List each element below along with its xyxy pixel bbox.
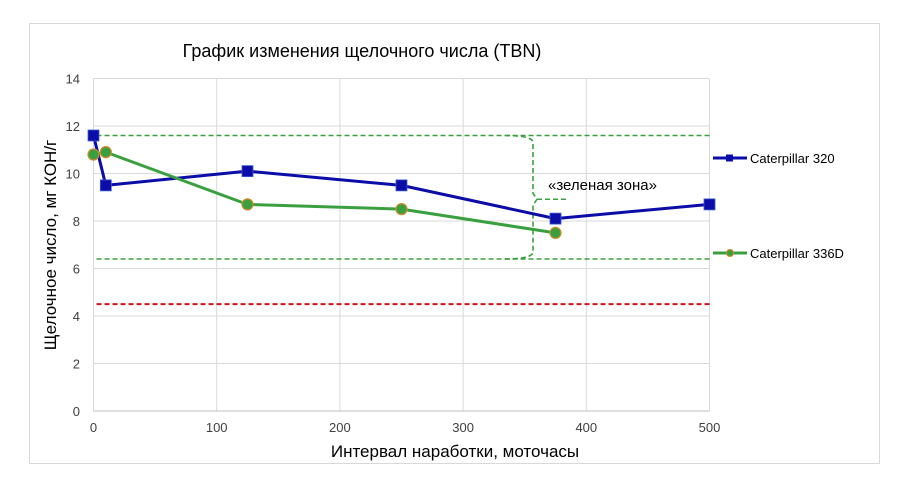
data-point-circle-marker [395, 203, 408, 216]
green-zone-label: «зеленая зона» [548, 177, 657, 194]
data-point-square-marker [241, 165, 254, 178]
x-tick-label: 100 [206, 420, 228, 435]
data-series [87, 129, 716, 239]
green-zone-bracket [504, 134, 568, 260]
y-axis-ticks: 0 2 4 6 8 10 12 14 [66, 72, 80, 420]
chart-frame [29, 23, 880, 464]
y-axis-title: Щелочное число, мг КОН/г [41, 140, 60, 351]
reference-lines [96, 134, 710, 306]
data-point-circle-marker [87, 148, 100, 161]
chart-title: График изменения щелочного числа (TBN) [183, 41, 542, 61]
y-tick-label: 4 [73, 309, 80, 324]
x-tick-label: 200 [329, 420, 351, 435]
data-point-square-marker [87, 129, 100, 142]
data-point-square-marker [703, 198, 716, 211]
y-tick-label: 2 [73, 357, 80, 372]
x-tick-label: 400 [575, 420, 597, 435]
y-tick-label: 10 [66, 167, 80, 182]
x-tick-label: 300 [452, 420, 474, 435]
y-tick-label: 0 [73, 404, 80, 419]
legend-label: Caterpillar 320 [750, 151, 835, 166]
y-tick-label: 8 [73, 214, 80, 229]
data-point-circle-marker [549, 226, 562, 239]
data-point-square-marker [99, 179, 112, 192]
data-point-square-marker [549, 212, 562, 225]
data-point-square-marker [395, 179, 408, 192]
gridlines [93, 78, 710, 412]
x-axis-ticks: 0 100 200 300 400 500 [90, 420, 720, 435]
legend-label: Caterpillar 336D [750, 246, 844, 261]
legend-square-icon [726, 154, 733, 162]
legend: Caterpillar 320 Caterpillar 336D [713, 151, 844, 261]
data-point-circle-marker [241, 198, 254, 211]
x-tick-label: 500 [699, 420, 721, 435]
legend-item: Caterpillar 336D [713, 246, 844, 261]
y-tick-label: 12 [66, 119, 80, 134]
x-axis-title: Интервал наработки, моточасы [331, 442, 579, 461]
legend-circle-icon [726, 249, 734, 257]
series-caterpillar-320 [87, 129, 716, 225]
x-tick-label: 0 [90, 420, 97, 435]
series-line [92, 135, 710, 221]
data-point-circle-marker [99, 146, 112, 159]
y-tick-label: 14 [66, 72, 80, 87]
series-caterpillar-336d [87, 146, 562, 239]
y-tick-label: 6 [73, 262, 80, 277]
legend-item: Caterpillar 320 [713, 151, 835, 166]
